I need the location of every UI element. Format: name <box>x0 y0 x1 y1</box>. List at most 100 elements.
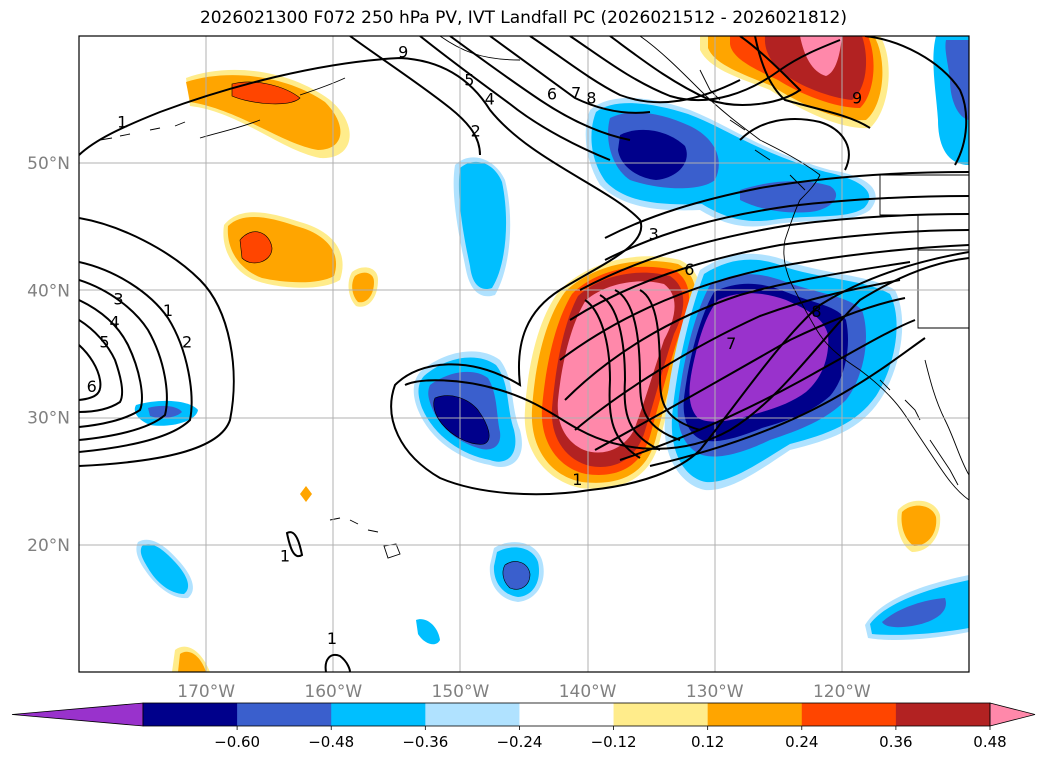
ivt-contour-line <box>79 299 143 428</box>
coastlines <box>99 36 969 559</box>
ivt-contour-line <box>639 289 701 431</box>
map-frame <box>78 35 970 673</box>
colorbar-tick-label: −0.36 <box>402 733 448 751</box>
ivt-contour-line <box>529 36 741 104</box>
ivt-contour-line <box>594 297 906 451</box>
ivt-contour-line <box>79 261 193 453</box>
contour-label: 4 <box>110 312 120 331</box>
latitude-tick-label: 40°N <box>27 281 70 301</box>
ivt-contour-line <box>79 344 102 401</box>
contour-label: 6 <box>684 260 694 279</box>
contour-label: 6 <box>87 377 97 396</box>
colorbar-tick-label: 0.36 <box>879 733 912 751</box>
colorbar-tick-label: 0.48 <box>973 733 1006 751</box>
ivt-contour-line <box>584 299 641 459</box>
ivt-contour-line <box>609 36 802 106</box>
colorbar-tick-label: 0.24 <box>785 733 818 751</box>
coastline-canada <box>699 69 806 191</box>
pv-positive-region-small <box>178 651 206 672</box>
ivt-contour-line <box>79 279 168 441</box>
coastline-alaska <box>639 36 821 176</box>
pv-positive-region-small <box>901 505 937 546</box>
contour-label: 3 <box>649 225 659 244</box>
contour-label: 1 <box>327 629 337 648</box>
ivt-contour-line <box>489 36 651 114</box>
colorbar-extend-min <box>11 702 144 727</box>
contour-label: 5 <box>464 71 474 90</box>
ivt-contour-line <box>79 319 124 413</box>
longitude-tick-label: 160°W <box>304 682 362 702</box>
contour-label: 2 <box>471 121 481 140</box>
pv-positive-region-northeast <box>800 36 842 76</box>
pv-negative-region-north <box>618 129 687 180</box>
colorbar-swatch <box>425 703 520 726</box>
colorbar-swatch <box>613 703 709 726</box>
colorbar-swatch <box>895 703 991 726</box>
graticule <box>79 36 969 672</box>
ivt-contour-line <box>754 36 871 129</box>
ivt-contour-line <box>739 118 850 171</box>
pv-negative-region-small <box>882 598 946 628</box>
contour-label: 1 <box>572 470 582 489</box>
colorbar: −0.60 −0.48 −0.36 −0.24 −0.12 0.12 0.24 0.36 0.4… <box>11 702 1036 751</box>
coastline-baja <box>879 379 959 486</box>
pv-shading-outline <box>433 395 490 445</box>
colorbar-extend-max <box>989 702 1036 727</box>
colorbar-swatch <box>519 703 615 726</box>
ivt-contour-line <box>569 36 841 102</box>
contour-label: 2 <box>182 333 192 352</box>
ivt-contour-line <box>619 319 916 461</box>
coastline-aleutians <box>99 121 186 141</box>
pv-negative-region-small <box>140 544 189 594</box>
pv-negative-region-small <box>416 619 440 645</box>
ivt-contour-line <box>649 337 926 467</box>
longitude-tick-label: 120°W <box>813 682 871 702</box>
longitude-tick-label: 150°W <box>432 682 490 702</box>
longitude-labels: 170°W 160°W 150°W 140°W 130°W 120°W <box>177 682 871 702</box>
contour-label: 1 <box>280 546 290 565</box>
pv-negative-region-central <box>433 395 490 445</box>
ivt-contour-line <box>569 229 969 321</box>
contour-label: 7 <box>726 334 736 353</box>
ivt-contour-line <box>324 654 351 672</box>
latitude-tick-label: 50°N <box>27 154 70 174</box>
pv-shading-outline <box>231 81 301 105</box>
contour-label: 5 <box>99 333 109 352</box>
colorbar-tick-label: −0.60 <box>214 733 260 751</box>
longitude-tick-label: 170°W <box>177 682 235 702</box>
ivt-contour-line <box>404 257 969 450</box>
contour-label: 6 <box>547 85 557 104</box>
colorbar-tick-label: −0.24 <box>496 733 542 751</box>
ivt-contour-line <box>419 36 611 161</box>
ivt-contour-line <box>559 244 969 361</box>
colorbar-swatch <box>143 703 238 726</box>
contour-label: 3 <box>113 289 123 308</box>
contour-label: 1 <box>117 113 127 132</box>
colorbar-swatch <box>237 703 332 726</box>
ivt-contour-line <box>574 279 901 431</box>
coastline-north-america <box>924 359 969 476</box>
contour-label: 8 <box>811 302 821 321</box>
coastline-north-america <box>783 174 969 501</box>
coastline-hawaii <box>329 517 401 559</box>
colorbar-swatch <box>801 703 897 726</box>
contour-label: 9 <box>852 88 862 107</box>
contour-label: 9 <box>398 43 408 62</box>
longitude-tick-label: 130°W <box>686 682 744 702</box>
colorbar-tick-label: −0.12 <box>591 733 637 751</box>
latitude-tick-label: 20°N <box>27 536 70 556</box>
colorbar-tick-label: 0.12 <box>691 733 724 751</box>
contour-label: 4 <box>485 90 495 109</box>
ivt-contour-line <box>285 531 304 558</box>
colorbar-swatch <box>331 703 426 726</box>
pv-shading-outlines <box>231 81 531 590</box>
pv-positive-region-gulf <box>240 231 272 263</box>
longitude-tick-label: 140°W <box>559 682 617 702</box>
pv-positive-region-main <box>557 281 675 453</box>
ivt-contour-line <box>604 195 969 261</box>
ivt-contour-line <box>604 171 969 239</box>
pv-shading-outline <box>502 561 531 590</box>
ivt-contour-line <box>449 36 631 141</box>
